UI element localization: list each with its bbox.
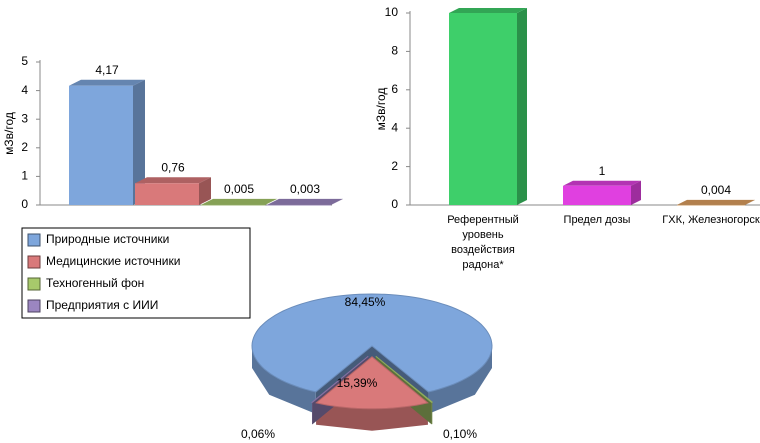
legend-label: Предприятия с ИИИ bbox=[46, 298, 158, 312]
slice-side bbox=[252, 346, 316, 414]
y-tick-label: 1 bbox=[21, 169, 28, 183]
y-tick-label: 0 bbox=[21, 197, 28, 211]
slice bbox=[315, 356, 429, 410]
bar-side bbox=[745, 199, 755, 205]
y-tick-label: 3 bbox=[21, 111, 28, 125]
legend-box bbox=[21, 227, 251, 319]
bar-top bbox=[449, 8, 527, 13]
value-label: 0,003 bbox=[290, 182, 320, 196]
bar-front bbox=[201, 204, 265, 206]
bar-side bbox=[133, 79, 145, 205]
bar-top bbox=[135, 177, 211, 184]
legend-swatch bbox=[27, 299, 41, 313]
y-tick-label: 8 bbox=[391, 44, 398, 58]
bar-top bbox=[201, 198, 277, 205]
slice-side bbox=[316, 402, 428, 431]
y-axis-label: мЗв/год bbox=[374, 88, 388, 131]
value-label: 0,10% bbox=[443, 427, 477, 441]
value-label: 15,39% bbox=[337, 376, 378, 390]
bar bbox=[201, 198, 277, 206]
bar-front bbox=[563, 185, 631, 205]
bar bbox=[449, 8, 527, 205]
x-tick-label: Предел дозы bbox=[563, 214, 631, 226]
bar-front bbox=[135, 183, 199, 205]
slice bbox=[251, 293, 493, 393]
legend-label: Техногенный фон bbox=[46, 276, 144, 290]
y-tick-label: 2 bbox=[391, 159, 398, 173]
bar bbox=[69, 79, 145, 205]
bar-top bbox=[267, 198, 343, 205]
bar bbox=[563, 180, 641, 205]
slice bbox=[375, 355, 434, 403]
bar-front bbox=[677, 204, 745, 206]
bar-top bbox=[69, 79, 145, 86]
x-tick-label: ГХК, Железногорск bbox=[662, 214, 760, 226]
bar-side bbox=[631, 180, 641, 205]
value-label: 0,76 bbox=[161, 160, 185, 174]
bar-top bbox=[677, 199, 755, 205]
value-label: 84,45% bbox=[345, 295, 386, 309]
y-tick-label: 2 bbox=[21, 140, 28, 154]
value-label: 1 bbox=[599, 164, 606, 178]
legend-swatch bbox=[27, 255, 41, 269]
legend-label: Природные источники bbox=[46, 232, 169, 246]
bar-side bbox=[517, 8, 527, 205]
bar bbox=[135, 177, 211, 205]
value-label: 0,005 bbox=[224, 182, 254, 196]
bar-side bbox=[331, 198, 343, 205]
value-label: 0,06% bbox=[241, 427, 275, 441]
y-tick-label: 5 bbox=[21, 54, 28, 68]
bar bbox=[267, 198, 343, 206]
slice bbox=[310, 355, 369, 403]
bar-side bbox=[265, 198, 277, 205]
value-label: 0,004 bbox=[701, 183, 731, 197]
value-label: 4,17 bbox=[95, 63, 119, 77]
bar-front bbox=[449, 13, 517, 205]
legend-label: Медицинские источники bbox=[46, 254, 180, 268]
bar bbox=[677, 199, 755, 206]
slice-side bbox=[431, 402, 433, 425]
y-tick-label: 4 bbox=[391, 120, 398, 134]
y-tick-label: 10 bbox=[385, 5, 399, 19]
y-tick-label: 6 bbox=[391, 82, 398, 96]
legend-swatch bbox=[27, 277, 41, 291]
y-axis-label: мЗв/год bbox=[2, 112, 16, 155]
y-tick-label: 0 bbox=[391, 197, 398, 211]
bar-front bbox=[267, 204, 331, 206]
y-tick-label: 4 bbox=[21, 83, 28, 97]
bar-top bbox=[563, 180, 641, 186]
x-tick-label: Референтный уровень воздействия радона* bbox=[447, 214, 519, 271]
bar-front bbox=[69, 85, 133, 205]
legend-swatch bbox=[27, 233, 41, 247]
slice-side bbox=[428, 346, 492, 414]
bar-side bbox=[199, 177, 211, 205]
